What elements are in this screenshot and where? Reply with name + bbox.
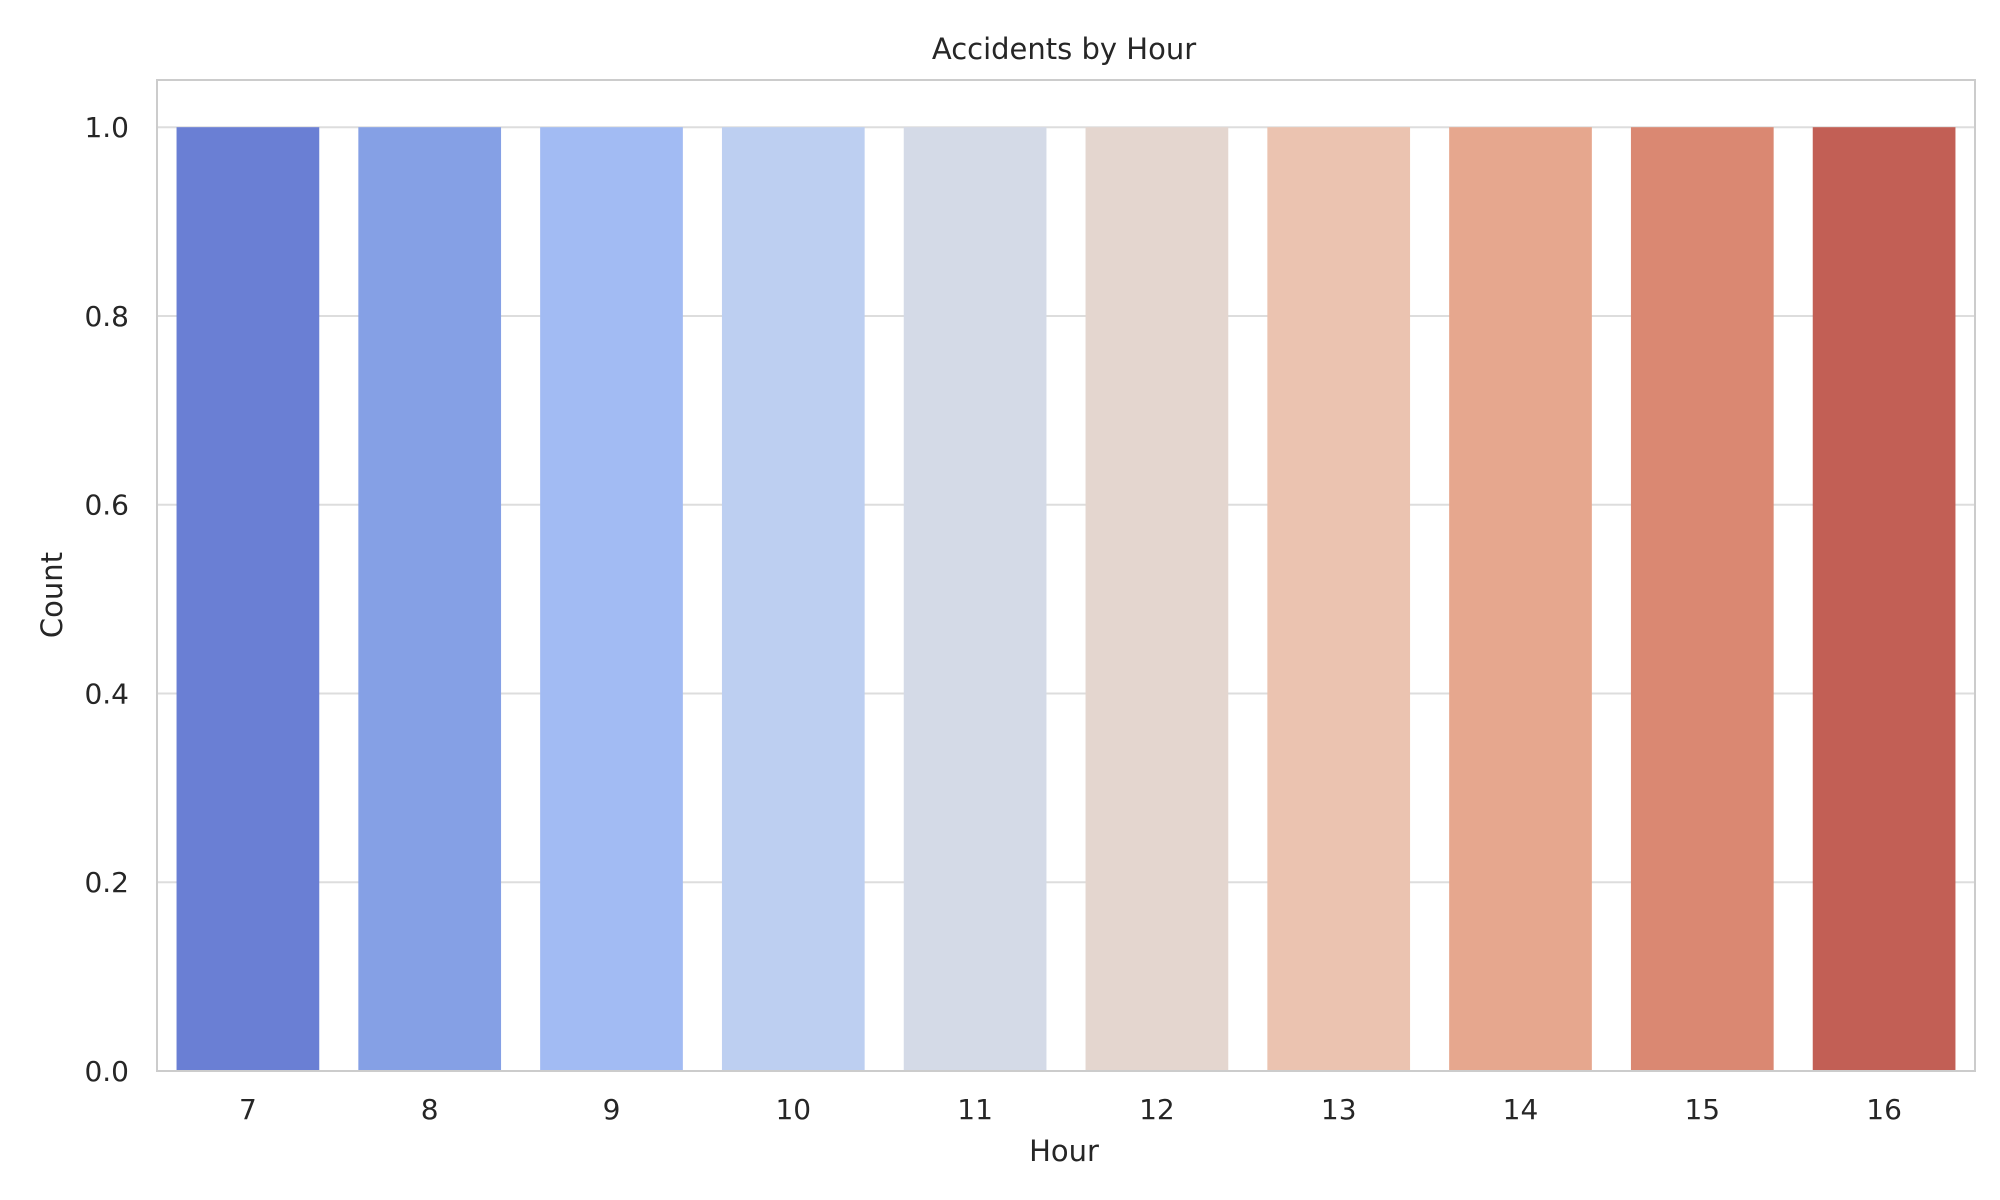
x-tick-label: 10: [775, 1093, 811, 1126]
bar-15: [1630, 127, 1774, 1071]
x-tick-label: 9: [603, 1093, 621, 1126]
bar-12: [1085, 127, 1229, 1071]
y-axis-label: Count: [35, 552, 69, 638]
chart-title: Accidents by Hour: [932, 32, 1196, 66]
bar-16: [1812, 127, 1956, 1071]
bar-13: [1267, 127, 1411, 1071]
x-tick-label: 14: [1503, 1093, 1539, 1126]
x-tick-label: 11: [957, 1093, 993, 1126]
y-tick-labels: 0.0 0.2 0.4 0.6 0.8 1.0: [84, 111, 129, 1088]
bar-10: [721, 127, 865, 1071]
bars: [176, 127, 1956, 1071]
y-tick-label: 0.0: [84, 1055, 129, 1088]
x-tick-label: 16: [1866, 1093, 1902, 1126]
plot-frame: [156, 79, 1976, 1072]
y-tick-label: 0.4: [84, 677, 129, 710]
x-tick-label: 15: [1684, 1093, 1720, 1126]
x-axis-label: Hour: [1029, 1134, 1099, 1168]
y-tick-label: 1.0: [84, 111, 129, 144]
bar-11: [903, 127, 1047, 1071]
x-tick-label: 13: [1321, 1093, 1357, 1126]
y-tick-label: 0.2: [84, 866, 129, 899]
x-tick-label: 7: [239, 1093, 257, 1126]
y-tick-label: 0.8: [84, 300, 129, 333]
bar-8: [358, 127, 502, 1071]
bar-9: [540, 127, 683, 1071]
x-tick-labels: 7 8 9 10 11 12 13 14 15 16: [239, 1093, 1902, 1126]
bar-14: [1449, 127, 1592, 1071]
x-tick-label: 12: [1139, 1093, 1175, 1126]
bar-7: [176, 127, 320, 1071]
y-tick-label: 0.6: [84, 489, 129, 522]
x-tick-label: 8: [421, 1093, 439, 1126]
